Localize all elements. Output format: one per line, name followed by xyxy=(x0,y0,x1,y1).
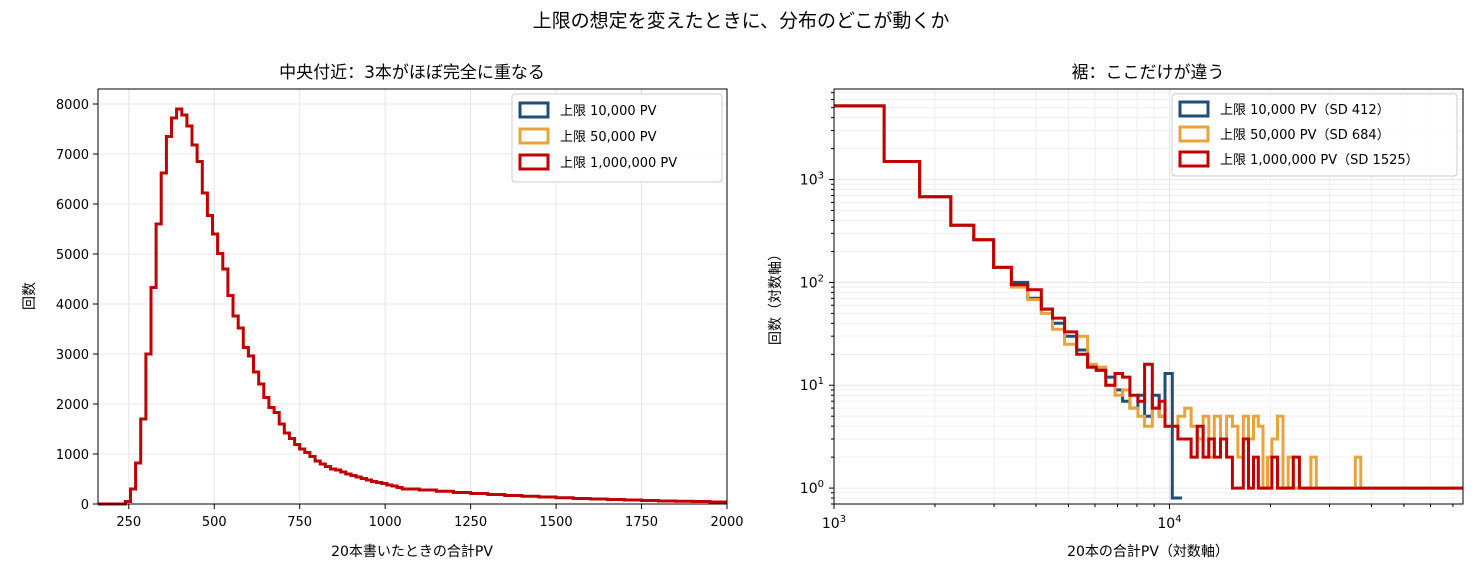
left-xlabel: 20本書いたときの合計PV xyxy=(331,544,493,560)
left-ytick-label: 1000 xyxy=(56,448,89,463)
left-series-2-step-line xyxy=(98,107,727,506)
right-legend-label-2: 上限 1,000,000 PV（SD 1525） xyxy=(1220,153,1419,168)
right-chart: 裾：ここだけが違う 103 104 100 101 102 103 20本の合計PV（対数… xyxy=(768,63,1464,560)
right-ytick-label: 103 xyxy=(800,171,824,189)
left-ytick-label: 3000 xyxy=(56,348,89,363)
left-legend-box xyxy=(511,93,723,183)
left-legend-swatch-1 xyxy=(518,127,550,145)
left-ytick-label: 8000 xyxy=(56,98,89,113)
right-legend-swatch-1 xyxy=(1178,125,1210,143)
left-ytick-label: 7000 xyxy=(56,148,89,163)
left-chart: 中央付近：3本がほぼ完全に重なる 250 500 750 1000 1250 1500 17… xyxy=(22,63,744,560)
right-legend: 上限 10,000 PV（SD 412） 上限 50,000 PV（SD 684）… xyxy=(1171,93,1458,177)
left-plot-frame xyxy=(97,88,728,505)
right-xtick-label: 103 xyxy=(822,514,846,532)
left-xtick-label: 500 xyxy=(202,515,227,530)
left-legend-swatch-2 xyxy=(518,153,550,171)
left-legend-swatch-0 xyxy=(518,101,550,119)
left-ytick-label: 5000 xyxy=(56,248,89,263)
left-xtick-label: 250 xyxy=(116,515,141,530)
left-legend-label-1: 上限 50,000 PV xyxy=(560,130,657,145)
left-chart-title: 中央付近：3本がほぼ完全に重なる xyxy=(279,63,545,83)
right-ytick-label: 102 xyxy=(800,273,824,291)
left-xtick-label: 1750 xyxy=(625,515,658,530)
right-chart-title: 裾：ここだけが違う xyxy=(1072,63,1225,83)
right-series-layer xyxy=(834,104,1463,500)
right-legend-swatch-2 xyxy=(1178,150,1210,168)
left-xtick-label: 1500 xyxy=(540,515,573,530)
left-ticks: 250 500 750 1000 1250 1500 1750 2000 0 1000 2000 30… xyxy=(56,98,744,530)
right-ticks: 103 104 100 101 102 103 xyxy=(800,92,1454,532)
right-ytick-label: 101 xyxy=(800,376,824,394)
left-ytick-label: 6000 xyxy=(56,198,89,213)
right-legend-box xyxy=(1171,93,1458,177)
left-legend-label-2: 上限 1,000,000 PV xyxy=(560,156,677,171)
right-legend-swatch-0 xyxy=(1178,100,1210,118)
right-ytick-label: 100 xyxy=(800,479,824,497)
left-legend: 上限 10,000 PV 上限 50,000 PV 上限 1,000,000 PV xyxy=(511,93,723,183)
left-xtick-label: 750 xyxy=(287,515,312,530)
left-legend-label-0: 上限 10,000 PV xyxy=(560,104,657,119)
left-ytick-label: 0 xyxy=(81,498,89,513)
left-xtick-label: 1250 xyxy=(454,515,487,530)
right-plot-frame xyxy=(833,88,1464,505)
left-ylabel: 回数 xyxy=(22,282,38,310)
figure-title: 上限の想定を変えたときに、分布のどこが動くか xyxy=(533,10,950,32)
right-legend-label-1: 上限 50,000 PV（SD 684） xyxy=(1220,128,1390,143)
right-legend-label-0: 上限 10,000 PV（SD 412） xyxy=(1220,103,1390,118)
left-xtick-label: 2000 xyxy=(710,515,743,530)
left-series-layer xyxy=(98,107,727,506)
left-ytick-label: 4000 xyxy=(56,298,89,313)
right-xtick-label: 104 xyxy=(1157,514,1181,532)
left-xtick-label: 1000 xyxy=(369,515,402,530)
right-ylabel: 回数（対数軸） xyxy=(768,247,784,345)
left-ytick-label: 2000 xyxy=(56,398,89,413)
right-xlabel: 20本の合計PV（対数軸） xyxy=(1067,544,1229,560)
right-series-2-step-line xyxy=(834,104,1463,490)
